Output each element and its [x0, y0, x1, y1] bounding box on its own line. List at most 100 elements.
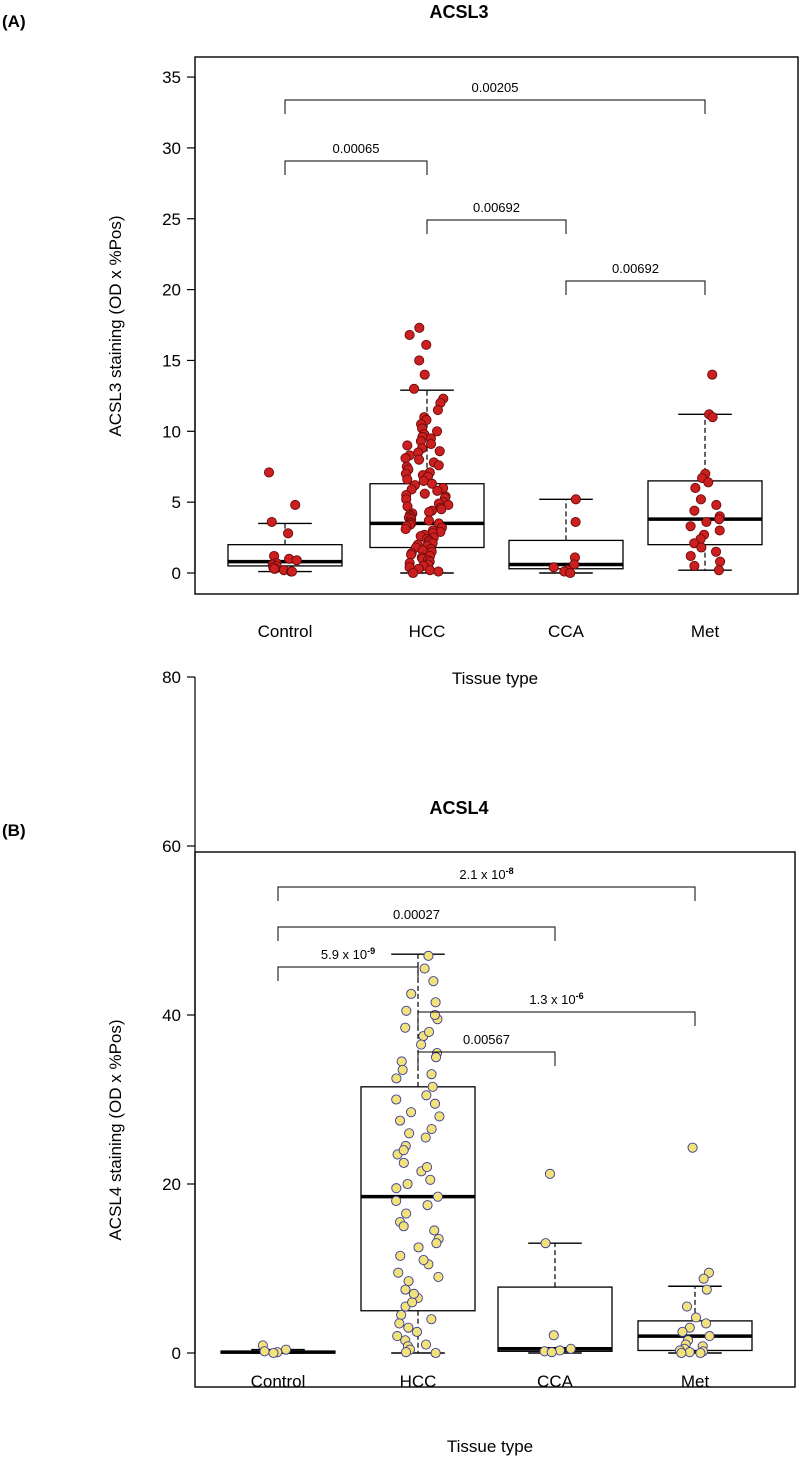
y-tick-label: 15 — [162, 351, 181, 370]
data-point — [391, 1183, 402, 1194]
panel-a-boxes — [227, 389, 763, 574]
data-point — [433, 566, 444, 577]
data-point — [398, 1157, 409, 1168]
y-tick-label: 20 — [162, 1175, 181, 1194]
data-point — [397, 1064, 408, 1075]
data-point — [259, 1346, 270, 1357]
data-point — [548, 562, 559, 573]
data-point — [431, 1238, 442, 1249]
data-point — [401, 1208, 412, 1219]
data-point — [698, 1273, 709, 1284]
p-value-label: 0.00027 — [393, 907, 440, 922]
data-point — [424, 507, 435, 518]
data-point — [404, 1128, 415, 1139]
data-point — [565, 567, 576, 579]
data-point — [414, 322, 425, 333]
data-point — [689, 560, 700, 571]
data-point — [430, 1052, 442, 1063]
x-tick-label: Met — [681, 1372, 710, 1391]
panel-b-x-axis-label: Tissue type — [447, 1437, 533, 1456]
data-point — [695, 1347, 706, 1359]
data-point — [411, 1326, 423, 1337]
data-point — [540, 1238, 551, 1249]
data-point — [421, 1090, 432, 1101]
data-point — [400, 524, 411, 535]
panel-a-label: (A) — [2, 12, 26, 31]
data-point — [407, 567, 419, 579]
significance-bracket — [284, 99, 706, 114]
panel-a-y-axis-label: ACSL3 staining (OD x %Pos) — [106, 215, 125, 436]
data-point — [413, 454, 425, 465]
x-tick-label: Control — [258, 622, 313, 641]
data-point — [707, 412, 718, 423]
data-point — [689, 505, 700, 516]
data-point — [428, 976, 439, 987]
data-point — [432, 485, 443, 496]
y-tick-label: 60 — [162, 837, 181, 856]
data-point — [400, 1347, 412, 1358]
p-value-exponent: -6 — [576, 991, 584, 1001]
data-point — [546, 1347, 557, 1358]
data-point — [420, 1339, 432, 1350]
box-iqr — [360, 1086, 476, 1312]
data-point — [570, 516, 581, 528]
data-point — [391, 1073, 402, 1084]
data-point — [687, 1142, 698, 1153]
panel-b-points — [257, 950, 715, 1359]
data-point — [393, 1267, 404, 1278]
data-point — [421, 339, 432, 350]
data-point — [394, 1115, 406, 1126]
panel-a-points — [263, 322, 726, 579]
significance-bracket — [426, 219, 567, 234]
significance-bracket — [277, 966, 419, 981]
p-value-exponent: -8 — [506, 866, 514, 876]
data-point — [544, 1168, 556, 1179]
data-point — [407, 1297, 418, 1308]
y-tick-label: 30 — [162, 139, 181, 158]
data-point — [269, 563, 280, 574]
data-point — [425, 1174, 436, 1185]
data-point — [432, 404, 443, 416]
data-point — [413, 1242, 424, 1253]
data-point — [283, 528, 294, 539]
panel-a-significance-brackets: 0.00205 0.00065 0.00692 0.00692 — [284, 80, 706, 295]
data-point — [406, 549, 417, 560]
y-tick-label: 80 — [162, 668, 181, 687]
box-iqr — [497, 1286, 613, 1352]
data-point — [395, 1250, 406, 1261]
data-point — [263, 467, 275, 478]
p-value-label: 0.00205 — [472, 80, 519, 95]
data-point — [280, 1344, 292, 1355]
data-point — [424, 565, 436, 576]
data-point — [408, 1288, 419, 1299]
y-tick-label: 5 — [172, 493, 181, 512]
x-tick-label: CCA — [548, 622, 585, 641]
p-value-label: 5.9 x 10-9 — [321, 946, 375, 962]
data-point — [391, 1195, 402, 1206]
data-point — [401, 1005, 412, 1016]
panel-a-x-axis: Control HCC CCA Met — [258, 622, 720, 641]
data-point — [681, 1301, 693, 1312]
data-point — [419, 963, 430, 974]
data-point — [570, 494, 581, 505]
data-point — [423, 515, 434, 526]
data-point — [396, 1309, 407, 1321]
data-point — [291, 555, 302, 566]
data-point — [403, 1276, 414, 1287]
data-point — [419, 369, 430, 380]
data-point — [700, 1318, 712, 1329]
data-point — [268, 1347, 279, 1359]
panel-b-x-axis: Control HCC CCA Met — [251, 1372, 710, 1391]
data-point — [429, 1225, 440, 1236]
y-tick-label: 10 — [162, 422, 181, 441]
y-tick-label: 25 — [162, 210, 181, 229]
p-value-label: 1.3 x 10-6 — [529, 991, 583, 1007]
data-point — [677, 1326, 688, 1337]
panel-b-title: ACSL4 — [429, 798, 488, 818]
data-point — [425, 439, 437, 450]
panel-a: (A) ACSL3 ACSL3 staining (OD x %Pos) Tis… — [2, 2, 799, 688]
significance-bracket — [417, 1051, 556, 1066]
data-point — [419, 488, 430, 499]
data-point — [707, 369, 718, 380]
